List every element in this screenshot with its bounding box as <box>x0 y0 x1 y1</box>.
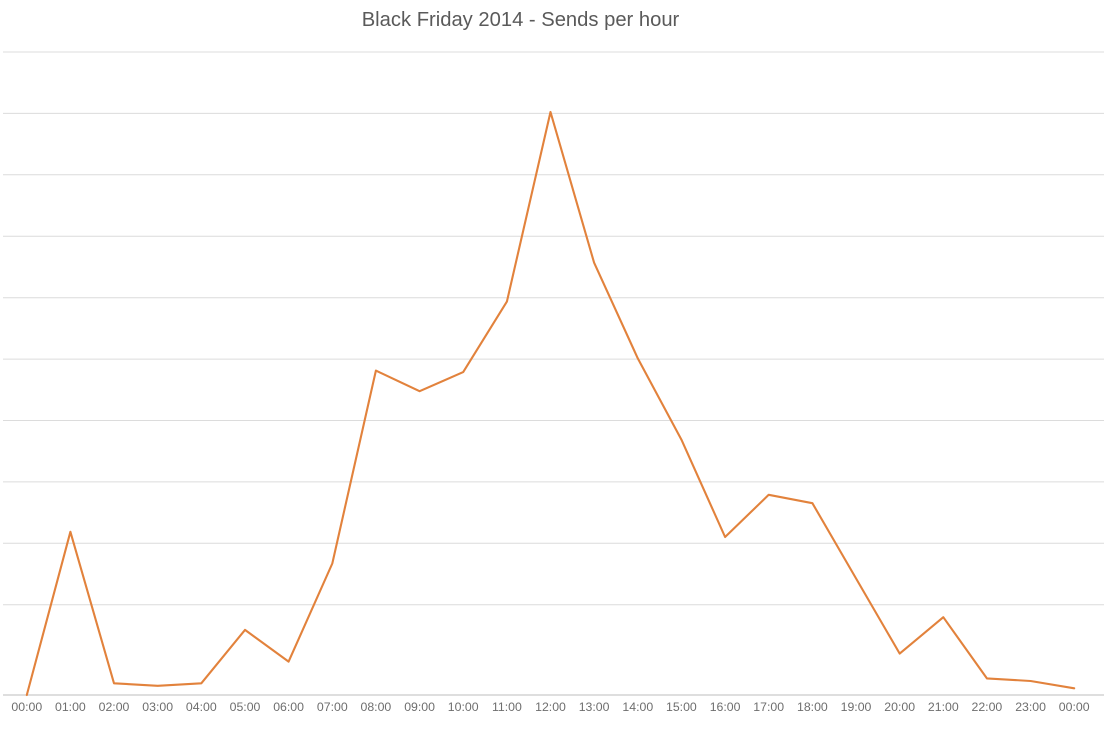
svg-text:02:00: 02:00 <box>99 700 130 714</box>
svg-text:19:00: 19:00 <box>841 700 872 714</box>
svg-text:18:00: 18:00 <box>797 700 828 714</box>
svg-text:03:00: 03:00 <box>142 700 173 714</box>
svg-text:21:00: 21:00 <box>928 700 959 714</box>
svg-text:22:00: 22:00 <box>972 700 1003 714</box>
svg-text:15:00: 15:00 <box>666 700 697 714</box>
svg-text:12:00: 12:00 <box>535 700 566 714</box>
svg-text:16:00: 16:00 <box>710 700 741 714</box>
svg-text:23:00: 23:00 <box>1015 700 1046 714</box>
svg-text:04:00: 04:00 <box>186 700 217 714</box>
svg-text:10:00: 10:00 <box>448 700 479 714</box>
svg-text:09:00: 09:00 <box>404 700 435 714</box>
svg-text:05:00: 05:00 <box>230 700 261 714</box>
svg-text:06:00: 06:00 <box>273 700 304 714</box>
svg-text:20:00: 20:00 <box>884 700 915 714</box>
svg-text:17:00: 17:00 <box>753 700 784 714</box>
svg-text:11:00: 11:00 <box>492 700 522 714</box>
svg-text:00:00: 00:00 <box>1059 700 1090 714</box>
svg-text:13:00: 13:00 <box>579 700 610 714</box>
svg-text:01:00: 01:00 <box>55 700 86 714</box>
svg-text:14:00: 14:00 <box>622 700 653 714</box>
svg-text:08:00: 08:00 <box>361 700 392 714</box>
svg-text:00:00: 00:00 <box>11 700 42 714</box>
svg-text:07:00: 07:00 <box>317 700 348 714</box>
